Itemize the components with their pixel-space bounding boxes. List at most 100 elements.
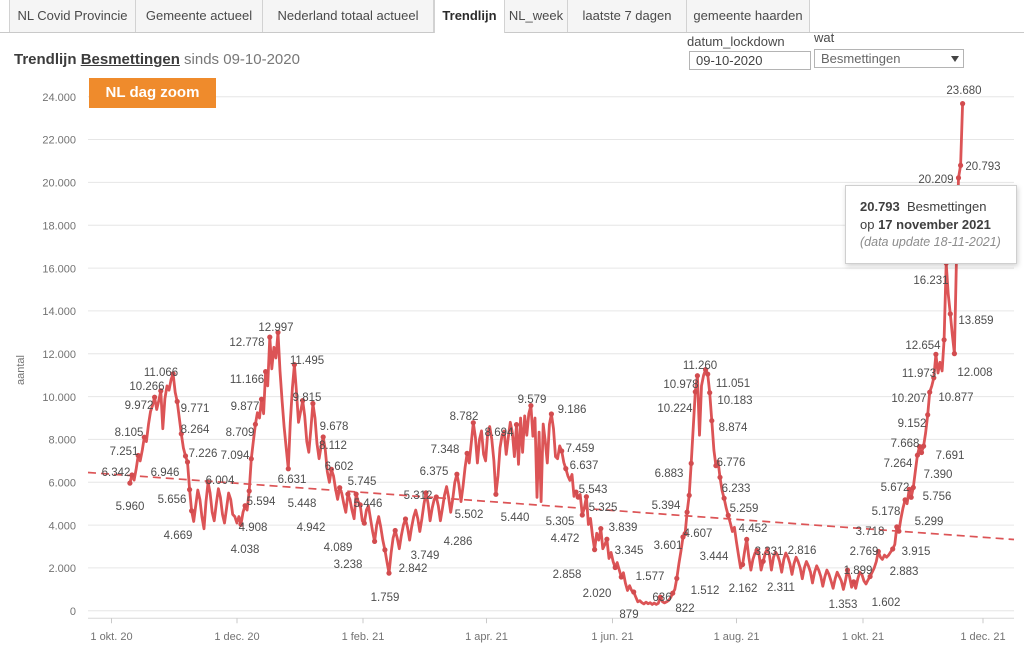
- svg-text:3.331: 3.331: [755, 546, 784, 558]
- svg-text:4.089: 4.089: [324, 542, 353, 554]
- svg-text:2.842: 2.842: [399, 563, 428, 575]
- svg-text:2.311: 2.311: [767, 582, 795, 594]
- svg-text:9.186: 9.186: [558, 404, 587, 416]
- svg-text:1.759: 1.759: [371, 592, 400, 604]
- svg-text:7.348: 7.348: [431, 444, 460, 456]
- svg-text:8.000: 8.000: [48, 435, 76, 447]
- svg-text:1 dec. 20: 1 dec. 20: [214, 631, 259, 643]
- svg-text:10.877: 10.877: [938, 392, 973, 404]
- svg-text:11.051: 11.051: [716, 378, 750, 390]
- svg-text:5.543: 5.543: [579, 484, 608, 496]
- svg-text:12.008: 12.008: [957, 367, 992, 379]
- svg-text:2.858: 2.858: [553, 569, 582, 581]
- svg-text:6.342: 6.342: [102, 467, 131, 479]
- svg-text:8.112: 8.112: [319, 440, 347, 452]
- svg-text:9.579: 9.579: [518, 394, 547, 406]
- svg-text:5.656: 5.656: [158, 494, 187, 506]
- svg-text:20.209: 20.209: [918, 174, 953, 186]
- svg-text:10.266: 10.266: [129, 381, 164, 393]
- svg-text:1.353: 1.353: [829, 599, 858, 611]
- svg-text:5.756: 5.756: [923, 491, 952, 503]
- svg-text:5.960: 5.960: [116, 501, 145, 513]
- svg-text:1 dec. 21: 1 dec. 21: [960, 631, 1005, 643]
- svg-text:3.839: 3.839: [609, 522, 638, 534]
- svg-text:6.631: 6.631: [278, 474, 307, 486]
- svg-text:12.778: 12.778: [229, 337, 264, 349]
- svg-text:7.390: 7.390: [924, 469, 953, 481]
- svg-text:11.495: 11.495: [290, 355, 324, 367]
- svg-text:10.207: 10.207: [891, 393, 926, 405]
- svg-text:8.782: 8.782: [450, 411, 479, 423]
- svg-text:11.166: 11.166: [230, 374, 264, 386]
- svg-text:12.654: 12.654: [905, 340, 941, 352]
- svg-text:636: 636: [652, 592, 671, 604]
- svg-text:8.694: 8.694: [485, 427, 514, 439]
- svg-text:0: 0: [70, 606, 76, 618]
- svg-text:5.299: 5.299: [915, 516, 944, 528]
- svg-text:14.000: 14.000: [42, 306, 76, 318]
- svg-text:9.771: 9.771: [181, 403, 210, 415]
- svg-text:7.226: 7.226: [189, 448, 218, 460]
- svg-text:10.183: 10.183: [717, 395, 752, 407]
- svg-text:7.668: 7.668: [891, 438, 920, 450]
- svg-text:5.325: 5.325: [589, 502, 618, 514]
- svg-text:6.883: 6.883: [655, 468, 684, 480]
- svg-text:5.448: 5.448: [288, 498, 317, 510]
- svg-text:6.004: 6.004: [206, 475, 235, 487]
- svg-text:879: 879: [619, 609, 638, 621]
- svg-text:3.345: 3.345: [615, 545, 644, 557]
- svg-text:5.178: 5.178: [872, 506, 901, 518]
- svg-text:2.883: 2.883: [890, 566, 919, 578]
- svg-text:3.718: 3.718: [856, 526, 885, 538]
- svg-text:3.444: 3.444: [700, 551, 729, 563]
- svg-text:10.978: 10.978: [663, 379, 698, 391]
- svg-text:4.452: 4.452: [739, 523, 768, 535]
- svg-text:22.000: 22.000: [42, 135, 76, 147]
- svg-text:5.672: 5.672: [881, 482, 910, 494]
- svg-text:1 aug. 21: 1 aug. 21: [714, 631, 760, 643]
- svg-text:1.899: 1.899: [844, 565, 873, 577]
- svg-text:4.669: 4.669: [164, 530, 193, 542]
- svg-text:7.691: 7.691: [936, 450, 965, 462]
- svg-text:4.000: 4.000: [48, 520, 76, 532]
- svg-text:11.066: 11.066: [144, 367, 178, 379]
- svg-text:6.000: 6.000: [48, 478, 76, 490]
- svg-text:5.312: 5.312: [404, 490, 433, 502]
- svg-text:7.459: 7.459: [566, 443, 595, 455]
- svg-text:1 jun. 21: 1 jun. 21: [591, 631, 633, 643]
- svg-text:5.305: 5.305: [546, 516, 575, 528]
- svg-text:12.000: 12.000: [42, 349, 76, 361]
- svg-text:10.000: 10.000: [42, 392, 76, 404]
- svg-text:18.000: 18.000: [42, 220, 76, 232]
- svg-text:2.816: 2.816: [788, 545, 817, 557]
- svg-text:5.440: 5.440: [501, 512, 530, 524]
- svg-text:1 okt. 21: 1 okt. 21: [842, 631, 884, 643]
- svg-text:1.512: 1.512: [691, 585, 720, 597]
- svg-text:9.815: 9.815: [293, 392, 322, 404]
- svg-text:12.997: 12.997: [258, 322, 293, 334]
- svg-text:3.238: 3.238: [334, 559, 363, 571]
- svg-text:13.859: 13.859: [958, 315, 993, 327]
- svg-text:4.908: 4.908: [239, 522, 268, 534]
- svg-text:6.776: 6.776: [717, 457, 746, 469]
- svg-text:4.607: 4.607: [684, 528, 713, 540]
- svg-text:7.264: 7.264: [884, 458, 913, 470]
- svg-text:6.637: 6.637: [570, 460, 599, 472]
- svg-text:8.709: 8.709: [226, 427, 255, 439]
- svg-text:4.038: 4.038: [231, 544, 260, 556]
- svg-text:1 feb. 21: 1 feb. 21: [342, 631, 385, 643]
- svg-text:5.745: 5.745: [348, 476, 377, 488]
- svg-text:5.446: 5.446: [354, 498, 383, 510]
- svg-text:1 okt. 20: 1 okt. 20: [90, 631, 132, 643]
- svg-text:4.286: 4.286: [444, 536, 473, 548]
- svg-text:5.594: 5.594: [247, 496, 276, 508]
- svg-text:5.394: 5.394: [652, 500, 681, 512]
- svg-text:9.877: 9.877: [231, 401, 260, 413]
- svg-text:2.000: 2.000: [48, 563, 76, 575]
- svg-text:2.020: 2.020: [583, 588, 612, 600]
- svg-text:7.094: 7.094: [221, 450, 250, 462]
- svg-text:24.000: 24.000: [42, 92, 76, 104]
- svg-text:5.259: 5.259: [730, 503, 759, 515]
- svg-text:822: 822: [675, 603, 694, 615]
- svg-text:1.577: 1.577: [636, 571, 665, 583]
